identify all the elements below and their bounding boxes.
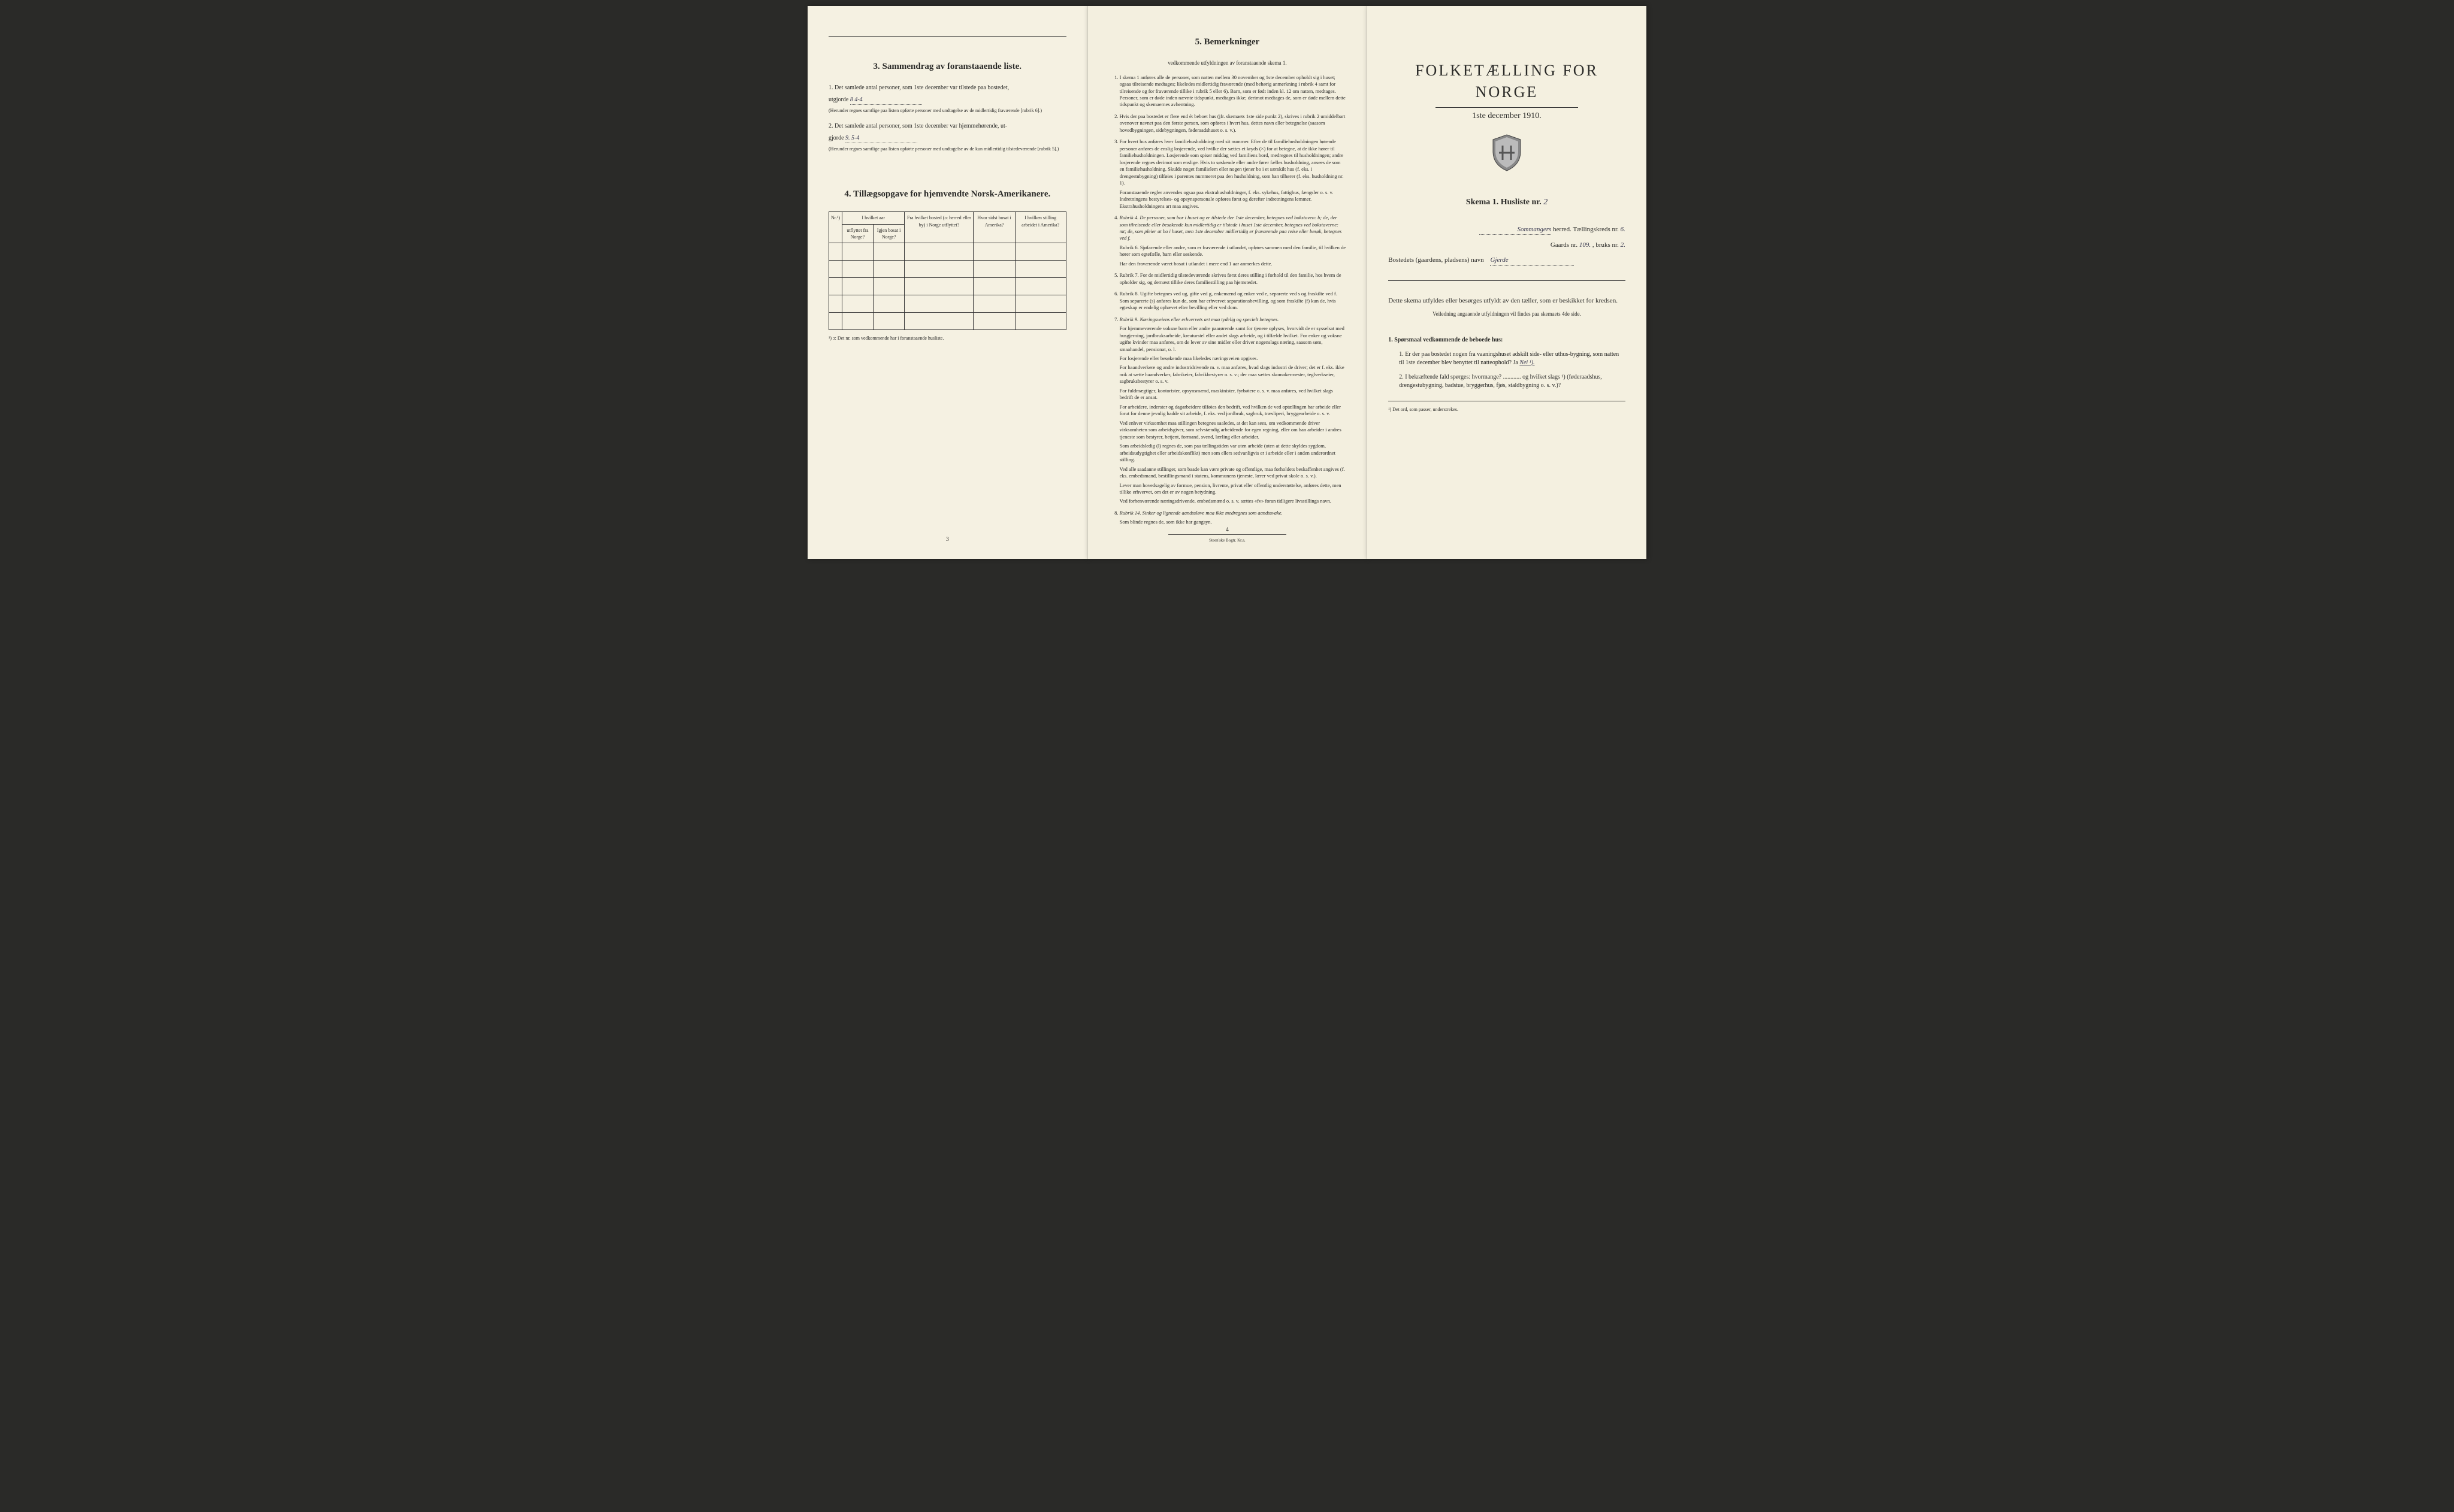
page-spread: 3. Sammendrag av foranstaaende liste. 1.… xyxy=(808,6,1646,559)
remark-7-p5: For fuldmægtiger, kontorister, opsynsmæn… xyxy=(1120,388,1346,401)
page-right: FOLKETÆLLING FOR NORGE 1ste december 191… xyxy=(1367,6,1646,559)
herred-label: herred. Tællingskreds nr. xyxy=(1553,226,1619,233)
item2-value: 9. 5-4 xyxy=(845,134,917,143)
item2-note: (Herunder regnes samtlige paa listen opf… xyxy=(829,146,1066,152)
kreds-nr: 6. xyxy=(1621,226,1625,233)
remark-6: Rubrik 8. Ugifte betegnes ved ug, gifte … xyxy=(1120,291,1346,311)
table-row xyxy=(829,243,1066,260)
page3-footnote: ¹) Det ord, som passer, understrekes. xyxy=(1388,406,1625,413)
item1-label: utgjorde xyxy=(829,96,848,103)
remark-4-p3: Har den fraværende været bosat i utlande… xyxy=(1120,261,1346,267)
item2-label: gjorde xyxy=(829,135,844,141)
summary-item-2: 2. Det samlede antal personer, som 1ste … xyxy=(829,122,1066,152)
bosted-name: Gjerde xyxy=(1490,256,1574,265)
remark-7: Rubrik 9. Næringsveiens eller erhvervets… xyxy=(1120,316,1346,505)
skema-line: Skema 1. Husliste nr. 2 xyxy=(1388,196,1625,208)
section5-subtitle: vedkommende utfyldningen av foranstaaend… xyxy=(1109,59,1346,67)
th-nr: Nr.¹) xyxy=(829,212,842,243)
herred-row: Sommangers herred. Tællingskreds nr. 6. xyxy=(1388,225,1625,235)
instruction-text: Dette skema utfyldes eller besørges utfy… xyxy=(1388,297,1625,306)
remark-3: For hvert hus anføres hver familiehushol… xyxy=(1120,138,1346,210)
item1-note: (Herunder regnes samtlige paa listen opf… xyxy=(829,107,1066,114)
remark-7-p9: Ved alle saadanne stillinger, som baade … xyxy=(1120,466,1346,480)
census-date: 1ste december 1910. xyxy=(1388,110,1625,122)
th-aar-b: Igjen bosat i Norge? xyxy=(873,224,905,243)
remark-7-p6: For arbeidere, inderster og dagarbeidere… xyxy=(1120,404,1346,418)
title-rule xyxy=(1435,107,1577,108)
remark-7-p3: For losjerende eller besøkende maa likel… xyxy=(1120,355,1346,362)
coat-of-arms-icon xyxy=(1388,134,1625,182)
printer-imprint: Steen'ske Bogtr. Kr.a. xyxy=(1088,538,1367,544)
th-aar: I hvilket aar xyxy=(842,212,905,224)
question-heading: 1. Spørsmaal vedkommende de beboede hus: xyxy=(1388,336,1625,344)
page-number: 3 xyxy=(808,536,1087,544)
remark-8: Rubrik 14. Sinker og lignende aandssløve… xyxy=(1120,510,1346,526)
question-block: 1. Spørsmaal vedkommende de beboede hus:… xyxy=(1388,336,1625,390)
remark-5: Rubrik 7. For de midlertidig tilstedevær… xyxy=(1120,272,1346,286)
remark-7-p11: Ved forhenværende næringsdrivende, embed… xyxy=(1120,498,1346,504)
answer-nei: Nei ¹). xyxy=(1519,359,1534,366)
remarks-list: I skema 1 anføres alle de personer, som … xyxy=(1109,74,1346,526)
remark-8-p1: Rubrik 14. Sinker og lignende aandssløve… xyxy=(1120,510,1283,516)
question-2: 2. I bekræftende fald spørges: hvormange… xyxy=(1399,373,1625,390)
page-number: 4 Steen'ske Bogtr. Kr.a. xyxy=(1088,526,1367,544)
remark-7-p10: Lever man hovedsagelig av formue, pensio… xyxy=(1120,482,1346,496)
remark-7-p8: Som arbeidsledig (l) regnes de, som paa … xyxy=(1120,443,1346,463)
supplement-table: Nr.¹) I hvilket aar Fra hvilket bosted (… xyxy=(829,211,1066,330)
instruction-sub: Veiledning angaaende utfyldningen vil fi… xyxy=(1388,310,1625,318)
question-1: 1. Er der paa bostedet nogen fra vaaning… xyxy=(1399,350,1625,367)
gaard-nr: 109. xyxy=(1579,241,1591,249)
remark-8-p2: Som blinde regnes de, som ikke har gangs… xyxy=(1120,519,1346,525)
table-row xyxy=(829,312,1066,329)
page-middle: 5. Bemerkninger vedkommende utfyldningen… xyxy=(1087,6,1367,559)
gaard-label: Gaards nr. xyxy=(1551,241,1577,249)
table-row xyxy=(829,260,1066,277)
bruk-label: , bruks nr. xyxy=(1592,241,1619,249)
section3-title: 3. Sammendrag av foranstaaende liste. xyxy=(829,61,1066,73)
bruk-nr: 2. xyxy=(1621,241,1625,249)
table-row xyxy=(829,277,1066,295)
th-bosted: Fra hvilket bosted (ɔ: herred eller by) … xyxy=(905,212,974,243)
top-rule xyxy=(829,36,1066,37)
table-row xyxy=(829,295,1066,312)
item1-lead: 1. Det samlede antal personer, som 1ste … xyxy=(829,84,1066,92)
bosted-row: Bostedets (gaardens, pladsens) navn Gjer… xyxy=(1388,256,1625,265)
skema-nr: 2 xyxy=(1543,198,1548,207)
remark-4: Rubrik 4. De personer, som bor i huset o… xyxy=(1120,214,1346,267)
remark-4-p2: Rubrik 6. Sjøfarende eller andre, som er… xyxy=(1120,244,1346,258)
remark-3-p2: Foranstaaende regler anvendes ogsaa paa … xyxy=(1120,189,1346,210)
summary-item-1: 1. Det samlede antal personer, som 1ste … xyxy=(829,84,1066,114)
remark-7-p2: For hjemmeværende voksne barn eller andr… xyxy=(1120,325,1346,353)
remark-1: I skema 1 anføres alle de personer, som … xyxy=(1120,74,1346,108)
remark-7-p1: Rubrik 9. Næringsveiens eller erhvervets… xyxy=(1120,316,1279,322)
th-stilling: I hvilken stilling arbeidet i Amerika? xyxy=(1015,212,1066,243)
skema-label: Skema 1. Husliste nr. xyxy=(1466,198,1542,207)
th-aar-a: utflyttet fra Norge? xyxy=(842,224,874,243)
remark-4-p1: Rubrik 4. De personer, som bor i huset o… xyxy=(1120,214,1342,241)
herred-name: Sommangers xyxy=(1479,225,1551,235)
gaard-row: Gaards nr. 109. , bruks nr. 2. xyxy=(1388,241,1625,250)
remark-7-p4: For haandverkere og andre industridriven… xyxy=(1120,364,1346,385)
bosted-label: Bostedets (gaardens, pladsens) navn xyxy=(1388,256,1483,264)
divider xyxy=(1388,280,1625,281)
section5-title: 5. Bemerkninger xyxy=(1109,36,1346,49)
item2-lead: 2. Det samlede antal personer, som 1ste … xyxy=(829,122,1066,131)
remark-2: Hvis der paa bostedet er flere end ét be… xyxy=(1120,113,1346,134)
remark-3-p1: For hvert hus anføres hver familiehushol… xyxy=(1120,138,1344,186)
census-title: FOLKETÆLLING FOR NORGE xyxy=(1388,60,1625,104)
page-left: 3. Sammendrag av foranstaaende liste. 1.… xyxy=(808,6,1087,559)
item1-value: 8 4-4 xyxy=(850,96,922,105)
remark-7-p7: Ved enhver virksomhet maa stillingen bet… xyxy=(1120,420,1346,440)
th-sidst: Hvor sidst bosat i Amerika? xyxy=(974,212,1015,243)
table-footnote: ¹) ɔ: Det nr. som vedkommende har i fora… xyxy=(829,335,1066,341)
section4-title: 4. Tillægsopgave for hjemvendte Norsk-Am… xyxy=(829,188,1066,201)
